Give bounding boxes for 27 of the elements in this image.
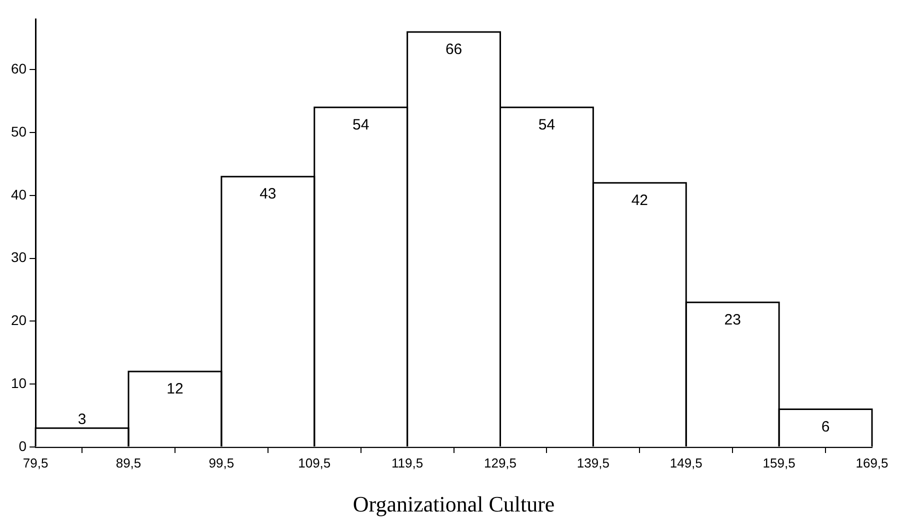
y-tick-label: 10	[10, 374, 27, 391]
data-label: 43	[260, 186, 276, 203]
data-label: 66	[445, 40, 462, 58]
data-label: 54	[352, 116, 370, 134]
x-tick-label: 89,5	[116, 455, 142, 470]
y-tick-label: 50	[10, 123, 27, 140]
y-tick-label: 0	[18, 438, 27, 454]
data-label: 6	[821, 418, 830, 436]
y-tick-label: 60	[10, 60, 27, 77]
x-tick-label: 119,5	[392, 455, 424, 470]
x-tick-label: 139,5	[576, 455, 610, 470]
data-label: 23	[724, 311, 741, 328]
y-tick-label: 30	[10, 249, 27, 266]
x-tick-label: 79,5	[22, 455, 48, 470]
data-label: 42	[631, 192, 648, 209]
data-label: 3	[78, 411, 86, 428]
x-tick-label: 149,5	[670, 455, 702, 470]
x-tick-label: 159,5	[762, 455, 796, 470]
y-tick-label: 40	[10, 186, 27, 202]
data-label: 12	[166, 380, 184, 398]
x-tick-label: 129,5	[484, 455, 517, 470]
x-tick-label: 99,5	[208, 455, 234, 470]
y-tick-label: 20	[10, 312, 27, 328]
x-tick-label: 169,5	[856, 455, 888, 470]
data-label: 54	[538, 116, 556, 134]
x-axis-title: Organizational Culture	[352, 492, 555, 517]
x-tick-label: 109,5	[298, 455, 331, 470]
